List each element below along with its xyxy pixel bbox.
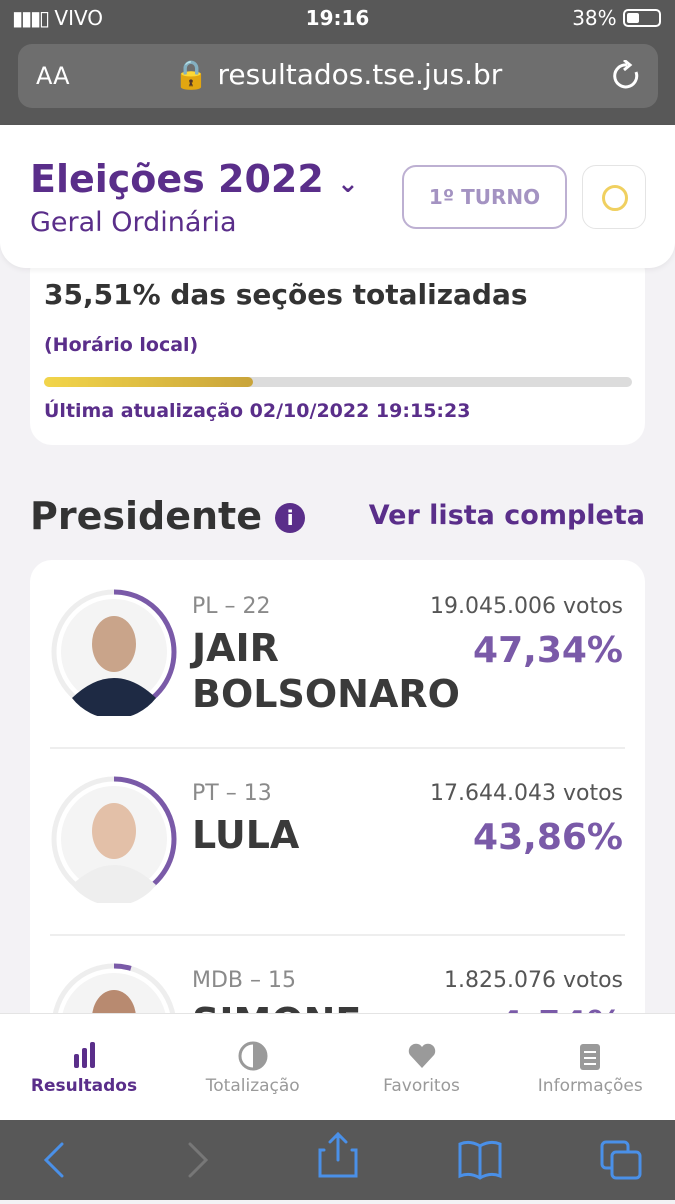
- time-note: (Horário local): [44, 334, 199, 356]
- divider: [50, 934, 625, 936]
- subtitle: Geral Ordinária: [30, 207, 237, 238]
- bookmarks-button[interactable]: [458, 1140, 502, 1180]
- signal: ▮▮▮▯ VIVO: [12, 6, 104, 30]
- forward-button[interactable]: [188, 1142, 209, 1178]
- full-list-link[interactable]: Ver lista completa: [368, 500, 645, 531]
- percent: 43,86%: [473, 817, 623, 858]
- title: Eleições 2022: [30, 157, 324, 201]
- tab[interactable]: Resultados: [0, 1014, 168, 1121]
- election-selector[interactable]: Eleições 2022 ⌄: [30, 157, 359, 201]
- votes: 19.045.006 votos: [430, 594, 623, 619]
- photo-body: [72, 865, 156, 903]
- tab-label: Informações: [537, 1076, 643, 1096]
- browser-chrome: ▮▮▮▯ VIVO 19:16 38% AA 🔒 resultados.tse.…: [0, 0, 675, 125]
- tab-icon: [580, 1044, 601, 1070]
- section-title: Presidente i: [30, 494, 306, 538]
- votes: 17.644.043 votos: [430, 781, 623, 806]
- tab-label: Resultados: [30, 1076, 138, 1096]
- progress-text: 35,51% das seções totalizadas: [44, 278, 528, 311]
- photo-face: [92, 616, 136, 672]
- divider: [50, 747, 625, 749]
- reload-icon[interactable]: [612, 60, 642, 92]
- candidate-photo-ring: [51, 776, 177, 903]
- photo-body: [72, 678, 156, 716]
- photo-face: [92, 803, 136, 859]
- toolbar-icons: [43, 1131, 642, 1180]
- battery-level: 38%: [572, 6, 617, 30]
- party: PT – 13: [192, 781, 272, 806]
- tab-icon: [238, 1041, 268, 1071]
- candidate-photo-ring: [51, 589, 177, 716]
- candidate: PL – 22 JAIR BOLSONARO 19.045.006 votos 47,…: [30, 580, 645, 767]
- party: PL – 22: [192, 594, 271, 619]
- vote-ring: [51, 589, 177, 715]
- candidate-name: LULA: [192, 813, 300, 857]
- clock: 19:16: [305, 6, 370, 30]
- tab-icon: [74, 1042, 95, 1068]
- tab-label: Totalização: [205, 1076, 300, 1096]
- percent: 47,34%: [473, 630, 623, 671]
- header: Eleições 2022 ⌄ Geral Ordinária 1º TURNO: [0, 125, 675, 268]
- votes: 1.825.076 votos: [444, 968, 623, 993]
- theme-button[interactable]: [582, 165, 646, 229]
- tab-bar: Resultados Totalização Favoritos Informaçõe…: [0, 1013, 675, 1120]
- vote-ring: [51, 776, 177, 902]
- candidate-name: JAIR BOLSONARO: [192, 626, 460, 716]
- battery: 38%: [572, 6, 661, 30]
- tab[interactable]: Informações: [506, 1014, 674, 1121]
- tab-icon: [408, 1043, 435, 1068]
- vote-ring: [51, 963, 177, 1089]
- party: MDB – 15: [192, 968, 296, 993]
- share-button[interactable]: [318, 1131, 358, 1178]
- text-size-button[interactable]: AA: [36, 62, 70, 90]
- address-bar[interactable]: AA 🔒 resultados.tse.jus.br: [18, 44, 658, 108]
- candidate: PT – 13 LULA 17.644.043 votos 43,86%: [30, 767, 645, 954]
- tab[interactable]: Totalização: [169, 1014, 337, 1121]
- url-text: resultados.tse.jus.br: [217, 58, 503, 91]
- progress-card: 35,51% das seções totalizadas (Horário l…: [30, 250, 645, 445]
- browser-toolbar: [0, 1120, 675, 1200]
- tab[interactable]: Favoritos: [338, 1014, 506, 1121]
- progress-bar: [44, 377, 253, 387]
- progress-track: [44, 377, 632, 387]
- tab-label: Favoritos: [383, 1076, 460, 1096]
- carrier: VIVO: [54, 6, 104, 30]
- back-button[interactable]: [43, 1142, 64, 1178]
- section-title-text: Presidente: [30, 494, 262, 538]
- url: 🔒 resultados.tse.jus.br: [173, 58, 503, 91]
- turn-button[interactable]: 1º TURNO: [402, 165, 567, 229]
- last-update: Última atualização 02/10/2022 19:15:23: [44, 400, 471, 422]
